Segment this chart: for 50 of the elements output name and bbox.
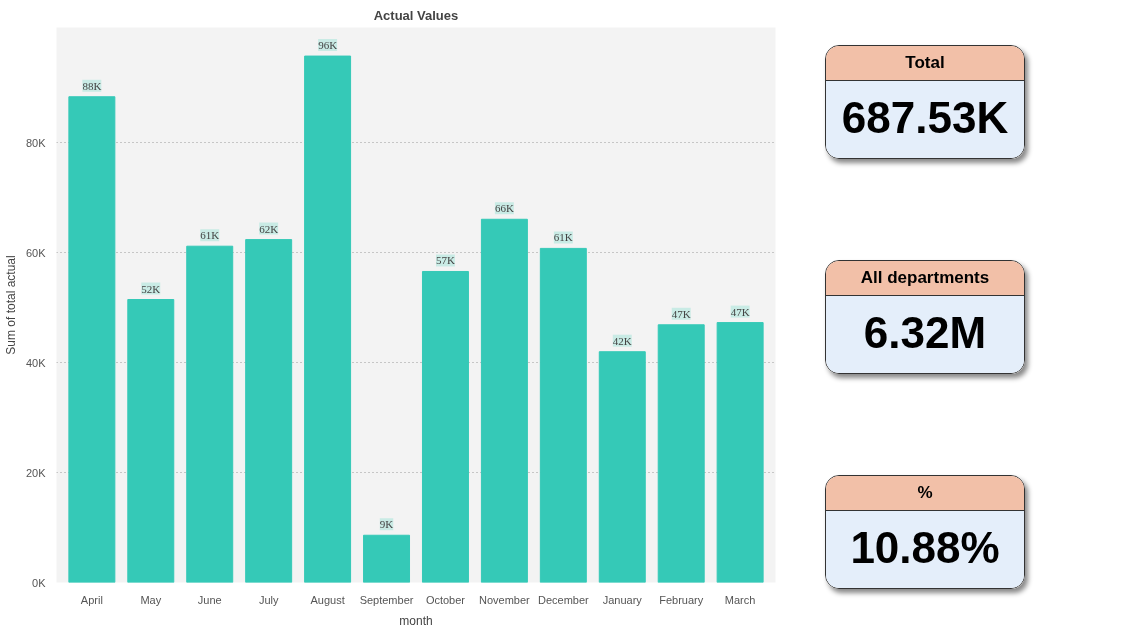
bar [657,324,705,583]
y-tick-label: 60K [25,246,47,259]
x-tick-label: March [724,593,756,606]
x-tick-label: September [359,593,414,606]
data-label: 42K [612,334,632,347]
data-label: 88K [82,79,102,92]
x-tick-label: December [537,593,590,606]
bar [421,270,469,583]
x-tick-label: October [425,593,466,606]
data-label: 57K [436,254,455,267]
bar [245,239,293,583]
x-tick-label: June [197,593,222,606]
x-axis-title: month [399,613,433,628]
data-label: 52K [141,282,161,295]
y-tick-label: 40K [25,356,47,369]
text: 6.32M [826,296,1024,374]
x-tick-label: August [310,593,345,606]
x-tick-label: May [140,593,162,606]
data-label: 9K [379,518,394,531]
bar [68,96,116,583]
y-tick-label: 20K [25,466,47,479]
text: Total [826,46,1024,82]
text: 10.88% [826,511,1024,589]
data-label: 61K [553,231,573,244]
bar [186,245,234,583]
bar [598,351,646,583]
text: All departments [826,261,1024,297]
bar [480,218,528,583]
y-axis-title: Sum of total actual [3,255,18,355]
bar [127,299,175,583]
bar [539,247,587,583]
y-tick-label: 80K [25,136,47,149]
data-label: 47K [671,307,691,320]
data-label: 66K [494,202,514,215]
x-tick-label: November [479,593,531,606]
bar [716,322,764,583]
data-label: 62K [259,222,279,235]
y-tick-label: 0K [32,576,47,589]
chart-title: Actual Values [373,7,459,23]
data-label: 96K [318,39,338,52]
x-tick-label: February [659,593,704,606]
data-label: 47K [730,305,750,318]
text: % [826,476,1024,512]
bar [363,534,411,583]
x-tick-label: January [602,593,643,606]
x-tick-label: April [80,593,103,606]
data-label: 61K [200,229,220,242]
bar [304,55,352,583]
x-tick-label: July [258,593,279,606]
text: 687.53K [826,81,1024,159]
